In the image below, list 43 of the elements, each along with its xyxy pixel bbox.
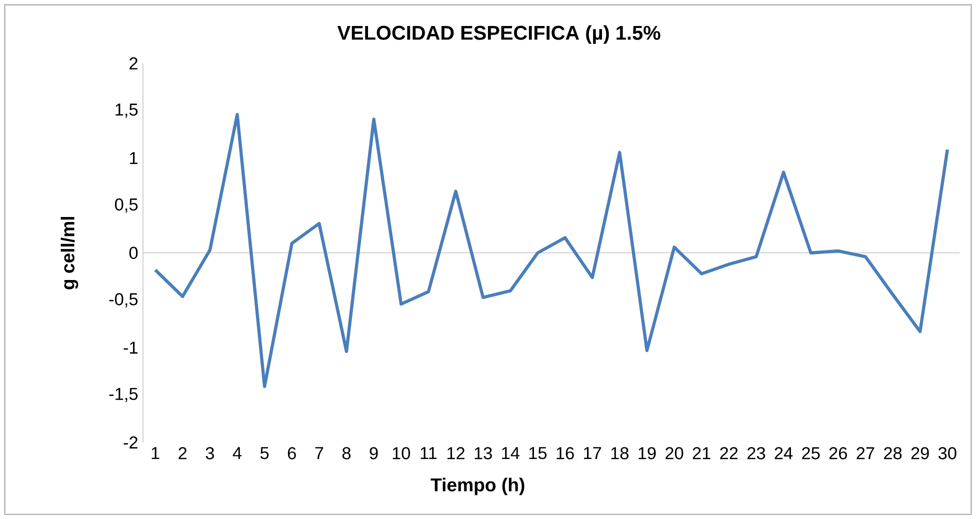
x-tick-label: 1 [152,447,160,459]
y-tick-label: 1 [130,152,138,164]
x-tick-label: 19 [638,447,656,460]
x-tick-label: 12 [447,447,464,460]
x-tick-label: 30 [938,447,956,460]
x-tick-label: 11 [420,447,437,459]
x-tick-label: 9 [370,447,378,460]
x-tick-label: 3 [206,447,214,460]
x-tick-label: 22 [720,447,738,460]
x-tick-label: 20 [666,447,684,460]
x-tick-label: 24 [774,447,793,460]
x-tick-label: 5 [260,447,269,460]
x-tick-label: 25 [802,447,820,460]
x-tick-label: 7 [315,447,324,459]
x-tick-label: 17 [584,447,602,459]
y-axis-title: g cell/ml [60,216,78,290]
y-tick-label: -0,5 [109,293,138,308]
x-tick-label: 15 [529,447,547,460]
x-tick-label: 16 [556,447,574,460]
y-tick-label: -1 [124,342,138,354]
x-tick-label: 21 [692,447,710,460]
chart-title: VELOCIDAD ESPECIFICA (µ) 1.5% [337,25,660,44]
x-tick-label: 8 [342,447,351,460]
x-tick-label: 13 [474,447,492,460]
y-tick-label: 0,5 [114,198,138,213]
y-tick-label: 2 [130,57,138,70]
x-tick-label: 6 [288,447,296,460]
x-tick-label: 26 [829,447,847,460]
x-tick-label: 28 [884,447,902,460]
x-tick-label: 4 [232,447,242,459]
x-tick-label: 23 [747,447,766,460]
x-tick-label: 29 [911,447,929,460]
y-tick-label: -2 [124,436,138,448]
x-tick-label: 18 [611,447,628,460]
x-tick-label: 10 [392,447,410,460]
x-tick-label: 14 [502,447,520,459]
x-tick-label: 2 [178,447,187,460]
x-axis-title: Tiempo (h) [430,478,524,496]
y-tick-label: 0 [129,246,138,259]
x-tick-label: 27 [856,447,874,460]
line-series [154,112,949,388]
y-tick-label: 1,5 [116,104,138,118]
y-tick-label: -1,5 [109,388,138,402]
